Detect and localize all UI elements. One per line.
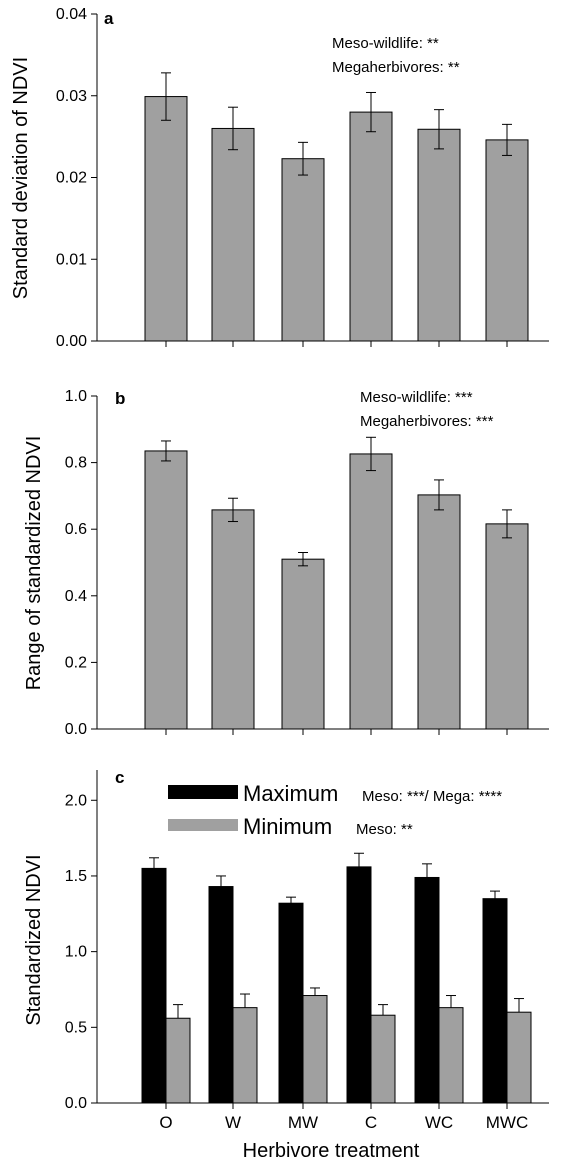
y-tick-label: 0.02: [56, 170, 87, 187]
y-tick-label: 0.0: [65, 721, 87, 738]
y-tick-label: 0.2: [65, 654, 87, 671]
y-tick-label: 0.0: [65, 1095, 87, 1112]
bar-wc: [417, 128, 461, 342]
legend-maximum-swatch: [168, 785, 238, 799]
bar-o-maximum: [141, 867, 167, 1104]
y-tick-label: 0.03: [56, 88, 87, 105]
y-tick-label: 0.01: [56, 251, 87, 268]
bar-mw: [281, 158, 325, 342]
bar-mw-minimum: [302, 995, 328, 1104]
y-tick-label: 0.00: [56, 333, 87, 350]
y-tick-label: 2.0: [65, 792, 87, 809]
bar-c: [349, 111, 393, 342]
y-tick-label: 0.04: [56, 6, 87, 23]
panel-a-ylabel: Standard deviation of NDVI: [10, 57, 32, 299]
y-tick-label: 0.6: [65, 521, 87, 538]
bar-w: [211, 509, 255, 730]
bar-mw: [281, 558, 325, 730]
x-category-label: O: [159, 1113, 172, 1132]
panel-b: b Meso-wildlife: *** Megaherbivores: ***…: [23, 388, 549, 738]
y-tick-label: 0.5: [65, 1019, 87, 1036]
bar-w: [211, 127, 255, 342]
y-tick-label: 0.8: [65, 455, 87, 472]
bar-mwc-minimum: [506, 1011, 532, 1104]
bar-mwc: [485, 523, 529, 730]
panel-b-ylabel: Range of standardized NDVI: [23, 436, 45, 691]
bar-mwc: [485, 139, 529, 342]
x-category-label: MWC: [486, 1113, 528, 1132]
y-tick-label: 1.5: [65, 868, 87, 885]
bar-o: [144, 450, 188, 730]
bar-w-minimum: [232, 1007, 258, 1104]
bar-mwc-maximum: [482, 898, 508, 1104]
bar-mw-maximum: [278, 902, 304, 1104]
panel-c-letter: c: [115, 768, 124, 787]
legend-minimum-stat: Meso: **: [356, 821, 413, 838]
panel-a-annotation-mega: Megaherbivores: **: [332, 59, 460, 76]
panel-b-letter: b: [115, 389, 125, 408]
bar-o: [144, 96, 188, 342]
x-category-label: C: [365, 1113, 377, 1132]
y-tick-label: 1.0: [65, 388, 87, 405]
panel-a-annotation-meso: Meso-wildlife: **: [332, 35, 439, 52]
bar-w-maximum: [208, 886, 234, 1104]
panel-a-letter: a: [104, 9, 114, 28]
panel-c-xlabel: Herbivore treatment: [243, 1140, 420, 1162]
y-tick-label: 1.0: [65, 944, 87, 961]
panel-b-annotation-mega: Megaherbivores: ***: [360, 413, 494, 430]
panel-c: c Maximum Meso: ***/ Mega: **** Minimum …: [23, 768, 549, 1162]
legend-minimum-label: Minimum: [243, 814, 332, 839]
bar-c-minimum: [370, 1014, 396, 1104]
panel-a: a Meso-wildlife: ** Megaherbivores: ** S…: [10, 6, 549, 350]
y-tick-label: 0.4: [65, 588, 87, 605]
x-category-label: MW: [288, 1113, 318, 1132]
legend-maximum-stat: Meso: ***/ Mega: ****: [362, 788, 502, 805]
bar-c-maximum: [346, 866, 372, 1104]
panel-b-annotation-meso: Meso-wildlife: ***: [360, 389, 473, 406]
legend-maximum-label: Maximum: [243, 781, 338, 806]
x-category-label: W: [225, 1113, 241, 1132]
bar-wc: [417, 494, 461, 730]
bar-o-minimum: [165, 1017, 191, 1104]
legend-minimum-swatch: [168, 819, 238, 831]
bar-wc-minimum: [438, 1007, 464, 1104]
bar-wc-maximum: [414, 876, 440, 1104]
panel-c-ylabel: Standardized NDVI: [23, 854, 45, 1025]
x-category-label: WC: [425, 1113, 453, 1132]
bar-c: [349, 453, 393, 730]
